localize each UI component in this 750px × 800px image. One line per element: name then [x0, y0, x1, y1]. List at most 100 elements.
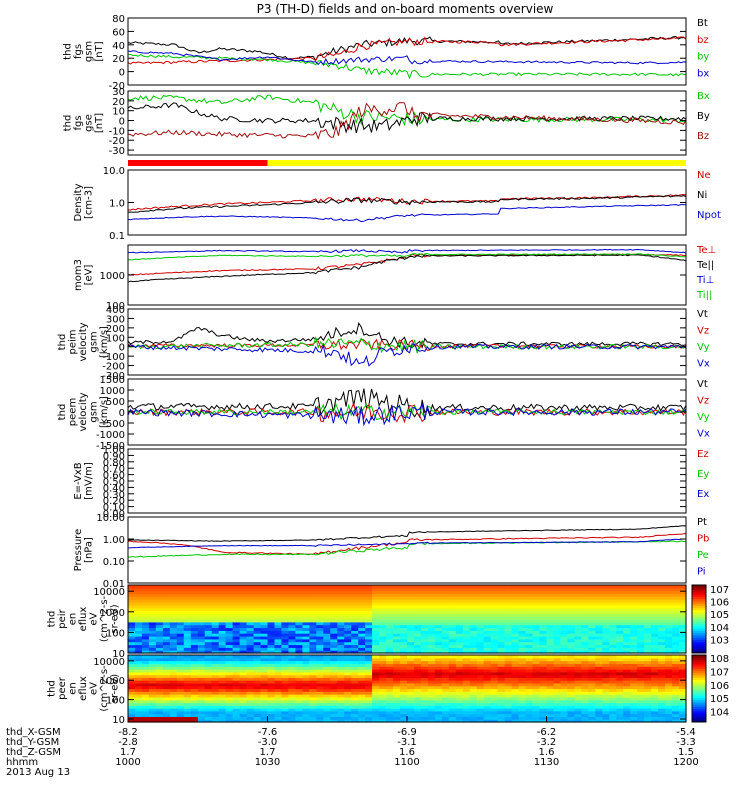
- spectrogram-cell: [448, 708, 457, 712]
- spectrogram-cell: [581, 630, 589, 634]
- spectrogram-cell: [316, 587, 324, 592]
- spectrogram-cell: [644, 657, 652, 662]
- spectrogram-cell: [169, 621, 178, 626]
- spectrogram-cell: [525, 655, 534, 659]
- date-label: 2013 Aug 13: [6, 767, 70, 778]
- spectrogram-cell: [379, 666, 387, 670]
- spectrogram-cell: [420, 647, 429, 651]
- spectrogram-cell: [155, 627, 164, 631]
- spectrogram-cell: [281, 650, 289, 654]
- spectrogram-cell: [518, 641, 527, 646]
- spectrogram-cell: [365, 655, 373, 659]
- legend-entry: Ni: [697, 190, 707, 201]
- spectrogram-cell: [162, 621, 171, 626]
- spectrogram-cell: [260, 696, 269, 701]
- spectrogram-cell: [135, 705, 143, 709]
- spectrogram-cell: [574, 596, 582, 600]
- spectrogram-cell: [211, 616, 220, 620]
- spectrogram-cell: [574, 585, 582, 589]
- spectrogram-cell: [546, 596, 555, 600]
- spectrogram-cell: [672, 602, 680, 606]
- spectrogram-cell: [288, 593, 296, 597]
- spectrogram-cell: [518, 644, 527, 648]
- spectrogram-cell: [525, 696, 534, 701]
- spectrogram-cell: [141, 593, 150, 597]
- spectrogram-cell: [344, 655, 352, 659]
- spectrogram-cell: [267, 691, 276, 695]
- spectrogram-cell: [232, 633, 241, 637]
- spectrogram-cell: [162, 604, 171, 609]
- spectrogram-cell: [483, 688, 492, 692]
- spectrogram-cell: [672, 599, 680, 603]
- colorbar-step: [692, 659, 706, 663]
- spectrogram-cell: [414, 587, 422, 592]
- spectrogram-cell: [225, 682, 234, 687]
- spectrogram-cell: [407, 657, 415, 662]
- spectrogram-cell: [337, 694, 345, 698]
- spectrogram-cell: [658, 688, 666, 692]
- spectrogram-cell: [148, 619, 157, 623]
- spectrogram-cell: [511, 593, 520, 597]
- spectrogram-cell: [525, 585, 534, 589]
- spectrogram-cell: [588, 613, 596, 617]
- spectrogram-cell: [483, 610, 492, 614]
- spectrogram-cell: [637, 602, 645, 606]
- spectrogram-cell: [372, 638, 380, 643]
- spectrogram-cell: [141, 710, 150, 715]
- spectrogram-cell: [630, 650, 638, 654]
- spectrogram-cell: [476, 593, 485, 597]
- spectrogram-cell: [630, 590, 638, 595]
- spectrogram-cell: [672, 680, 680, 684]
- spectrogram-cell: [476, 650, 485, 654]
- spectrogram-cell: [155, 682, 164, 687]
- spectrogram-cell: [211, 613, 220, 617]
- spectrogram-cell: [358, 669, 366, 673]
- spectrogram-cell: [225, 685, 234, 690]
- spectrogram-cell: [511, 607, 520, 612]
- spectrogram-cell: [225, 624, 234, 629]
- spectrogram-cell: [441, 638, 450, 643]
- spectrogram-cell: [616, 633, 624, 637]
- x-row-value: 1.7: [120, 747, 136, 758]
- spectrogram-cell: [462, 682, 471, 687]
- spectrogram-cell: [267, 647, 276, 651]
- spectrogram-cell: [344, 702, 352, 706]
- spectrogram-cell: [183, 638, 192, 643]
- spectrogram-cell: [455, 669, 464, 673]
- spectrogram-cell: [532, 713, 541, 717]
- spectrogram-cell: [560, 691, 569, 695]
- spectrogram-cell: [302, 641, 310, 646]
- spectrogram-cell: [135, 655, 143, 659]
- spectrogram-cell: [351, 616, 359, 620]
- spectrogram-cell: [337, 647, 345, 651]
- spectrogram-cell: [427, 691, 436, 695]
- spectrogram-cell: [372, 719, 380, 723]
- spectrogram-cell: [407, 593, 415, 597]
- spectrogram-cell: [469, 587, 478, 592]
- spectrogram-cell: [644, 647, 652, 651]
- spectrogram-cell: [148, 610, 157, 614]
- spectrogram-cell: [609, 677, 617, 681]
- spectrogram-cell: [574, 647, 582, 651]
- spectrogram-cell: [553, 708, 562, 712]
- spectrogram-cell: [295, 610, 303, 614]
- spectrogram-cell: [400, 708, 408, 712]
- spectrogram-cell: [560, 680, 569, 684]
- spectrogram-cell: [218, 638, 227, 643]
- spectrogram-cell: [260, 710, 269, 715]
- spectrogram-cell: [253, 671, 262, 676]
- spectrogram-cell: [253, 587, 262, 592]
- spectrogram-cell: [155, 663, 164, 667]
- spectrogram-cell: [511, 599, 520, 603]
- spectrogram-cell: [246, 696, 255, 701]
- spectrogram-cell: [414, 585, 422, 589]
- spectrogram-cell: [644, 630, 652, 634]
- spectrogram-cell: [379, 587, 387, 592]
- spectrogram-cell: [190, 716, 199, 720]
- spectrogram-cell: [128, 619, 136, 623]
- spectrogram-cell: [239, 688, 248, 692]
- spectrogram-cell: [351, 666, 359, 670]
- spectrogram-cell: [295, 604, 303, 609]
- spectrogram-cell: [135, 647, 143, 651]
- spectrogram-cell: [567, 650, 575, 654]
